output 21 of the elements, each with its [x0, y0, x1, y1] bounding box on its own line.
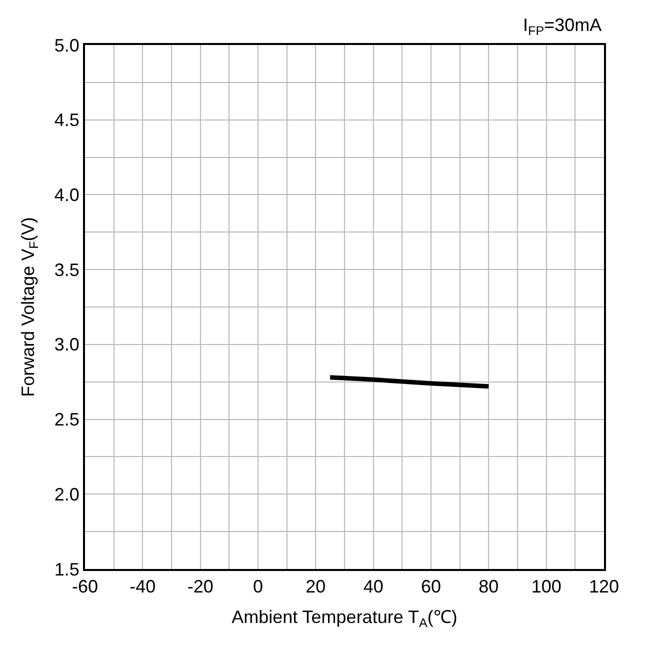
- x-tick-label: 120: [588, 576, 620, 597]
- y-tick-label: 3.0: [54, 334, 80, 355]
- x-axis-title: Ambient Temperature T$_{A}$(℃): [232, 607, 458, 630]
- x-tick-label: 20: [306, 576, 326, 597]
- x-tick-label: 40: [363, 576, 384, 597]
- x-tick-label: -20: [187, 576, 214, 597]
- y-tick-label: 2.0: [54, 484, 80, 504]
- x-tick-label: 80: [478, 576, 499, 597]
- line-series: [328, 375, 491, 389]
- x-tick-label: 0: [252, 576, 264, 597]
- x-tick-label: 100: [531, 576, 562, 597]
- y-tick-label: 5.0: [54, 35, 80, 56]
- x-tick-label: -40: [130, 576, 156, 597]
- text: I$_{FP}$=30mA: [523, 15, 602, 38]
- y-tick-label: 4.0: [54, 185, 80, 206]
- y-tick-label: 1.5: [54, 559, 80, 580]
- y-tick-label: 4.5: [54, 110, 80, 130]
- x-tick-label: -60: [72, 576, 98, 597]
- y-tick-label: 2.5: [54, 410, 80, 430]
- y-tick-label: 3.5: [54, 260, 80, 280]
- x-tick-label: 60: [420, 576, 442, 597]
